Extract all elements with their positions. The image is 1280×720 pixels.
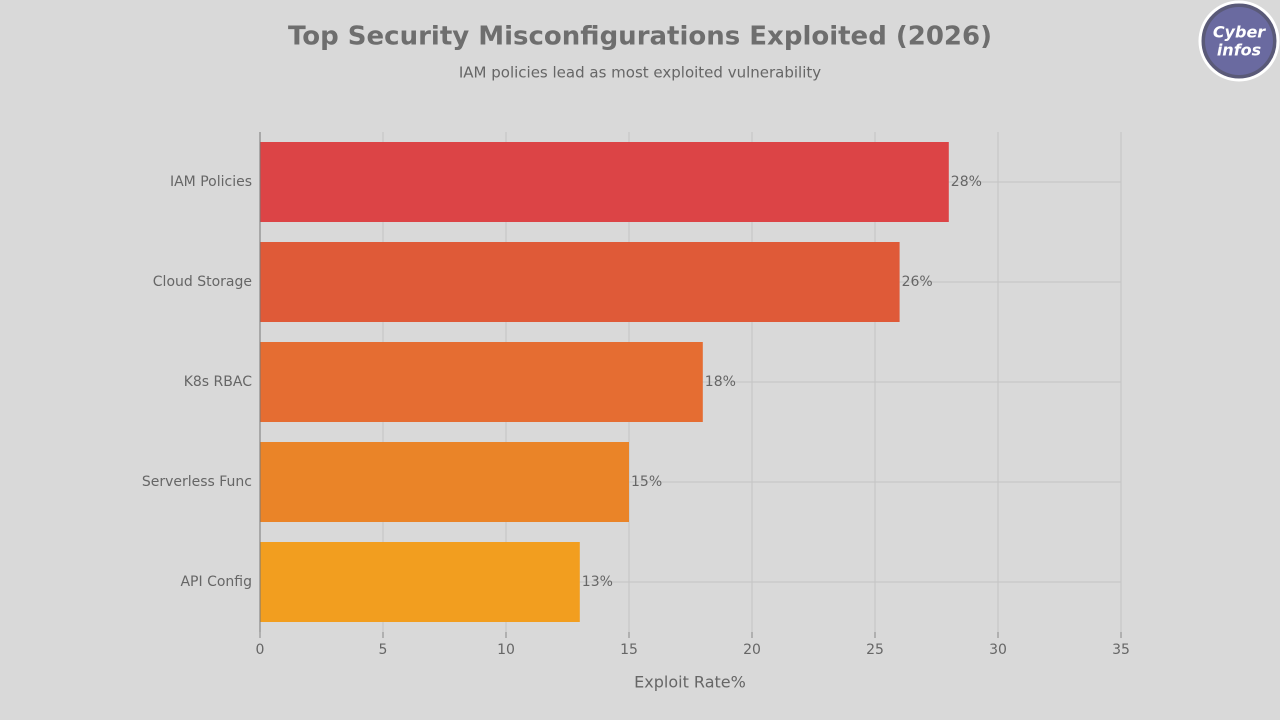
logo-text: infos xyxy=(1217,41,1261,60)
bar xyxy=(260,242,900,322)
value-label: 13% xyxy=(582,574,613,590)
x-tick-label: 35 xyxy=(1112,642,1130,658)
chart-title: Top Security Misconfigurations Exploited… xyxy=(288,22,992,52)
logo-text: Cyber xyxy=(1213,23,1266,42)
y-tick-label: Cloud Storage xyxy=(153,274,252,290)
value-label: 28% xyxy=(951,174,982,190)
x-tick-label: 30 xyxy=(989,642,1007,658)
y-tick-label: API Config xyxy=(180,574,252,590)
chart-subtitle: IAM policies lead as most exploited vuln… xyxy=(459,64,821,82)
x-tick-label: 5 xyxy=(379,642,388,658)
y-tick-label: K8s RBAC xyxy=(184,374,252,390)
x-axis-label: Exploit Rate% xyxy=(634,673,746,692)
y-tick-label: Serverless Func xyxy=(142,474,252,490)
logo-inner xyxy=(1205,7,1273,75)
value-label: 26% xyxy=(902,274,933,290)
y-tick-label: IAM Policies xyxy=(170,174,252,190)
x-tick-label: 20 xyxy=(743,642,761,658)
x-tick-label: 0 xyxy=(256,642,265,658)
bar xyxy=(260,542,580,622)
x-tick-label: 10 xyxy=(497,642,515,658)
bar xyxy=(260,442,629,522)
bar xyxy=(260,142,949,222)
value-label: 18% xyxy=(705,374,736,390)
x-tick-label: 15 xyxy=(620,642,638,658)
bar xyxy=(260,342,703,422)
x-tick-label: 25 xyxy=(866,642,884,658)
value-label: 15% xyxy=(631,474,662,490)
logo: Cyber infos xyxy=(1198,0,1280,82)
